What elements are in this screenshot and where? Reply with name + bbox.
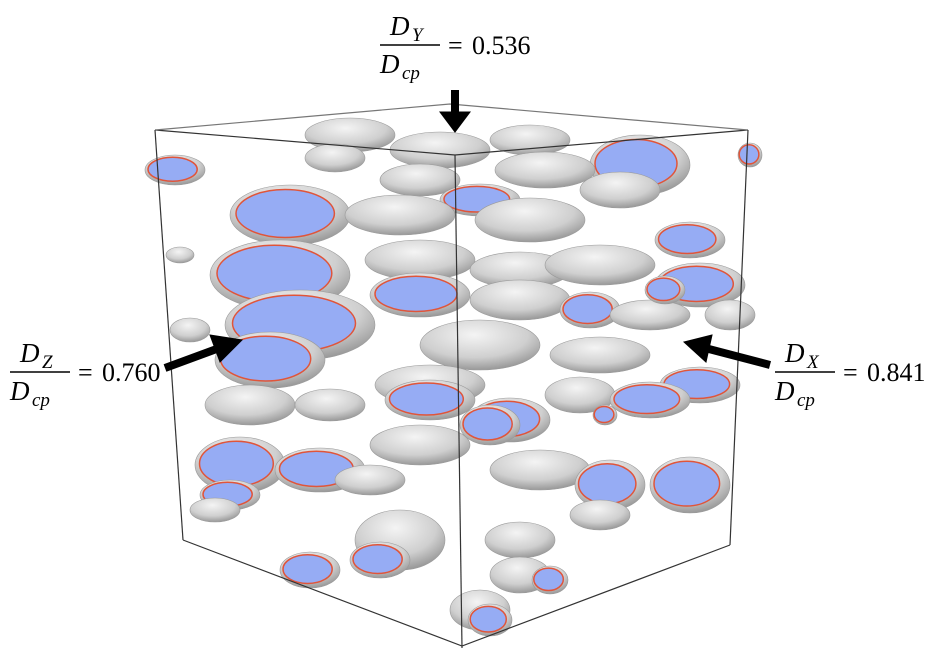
denominator-symbol: D (9, 376, 30, 406)
ellipsoid-shell (580, 172, 660, 208)
box-right-edge (730, 130, 748, 545)
numerator-symbol: D (784, 338, 805, 368)
ellipsoid-shell (705, 300, 755, 330)
relation: = (78, 358, 93, 387)
relation: = (843, 358, 858, 387)
figure: DYDcp=0.536DZDcp=0.760DXDcp=0.841 (0, 0, 931, 648)
ellipsoid-cut-face (614, 385, 680, 414)
ellipsoid-cut-face (563, 295, 612, 324)
ellipsoid-shell (335, 465, 405, 495)
ellipsoid-cut-face (148, 157, 197, 181)
ellipsoid-cut-face (463, 408, 512, 440)
ellipsoid-shell (475, 198, 585, 242)
ellipsoid-shell (205, 385, 295, 425)
ellipsoid-shell (420, 320, 540, 370)
ellipsoid-cut-face (654, 461, 720, 506)
denominator-subscript: cp (797, 390, 815, 411)
ellipsoid-cut-face (534, 568, 564, 590)
ellipsoid-cut-face (236, 190, 334, 238)
numerator-symbol: D (389, 11, 410, 41)
value: 0.841 (867, 358, 926, 387)
ellipsoid-shell (166, 247, 194, 263)
ellipsoid-cut-face (470, 606, 506, 632)
ellipsoid-cut-face (200, 441, 274, 486)
numerator-subscript: Z (42, 352, 53, 373)
ellipsoids (145, 118, 762, 636)
ellipsoid-cut-face (647, 278, 680, 300)
ellipsoid-shell (550, 337, 650, 373)
numerator-symbol: D (19, 338, 40, 368)
ellipsoid-shell (170, 318, 210, 342)
arrow-y-head (440, 112, 470, 132)
ellipsoid-shell (485, 522, 555, 558)
ellipsoid-shell (495, 152, 595, 188)
denominator-symbol: D (379, 49, 400, 79)
ellipsoid-cut-face (390, 383, 464, 415)
denominator-subscript: cp (402, 63, 420, 84)
ellipsoid-shell (390, 132, 490, 168)
arrow-x-head (684, 335, 712, 362)
ellipsoid-shell (305, 144, 365, 172)
ellipsoid-cut-face (579, 464, 636, 504)
ellipsoid-shell (610, 300, 690, 330)
denominator-symbol: D (774, 376, 795, 406)
ellipsoid-shell (370, 425, 470, 465)
ellipsoid-shell (570, 500, 630, 530)
ellipsoid-cut-face (375, 276, 457, 311)
denominator-subscript: cp (32, 390, 50, 411)
relation: = (448, 31, 463, 60)
ellipsoid-shell (470, 280, 570, 320)
ellipsoid-cut-face (594, 407, 614, 423)
ellipsoid-cut-face (739, 145, 759, 164)
value: 0.536 (472, 31, 531, 60)
ellipsoid-shell (545, 245, 655, 285)
box-bottom-edges (183, 540, 730, 646)
ellipsoid-shell (345, 195, 455, 235)
ellipsoid-cut-face (283, 555, 332, 584)
ellipsoid-shell (190, 498, 240, 522)
numerator-subscript: X (806, 352, 820, 373)
ellipsoid-shell (295, 389, 365, 421)
value: 0.760 (102, 358, 161, 387)
ellipsoid-cut-face (659, 225, 716, 254)
numerator-subscript: Y (412, 25, 425, 46)
ellipsoid-cut-face (353, 545, 402, 574)
arrow-z (165, 347, 222, 368)
